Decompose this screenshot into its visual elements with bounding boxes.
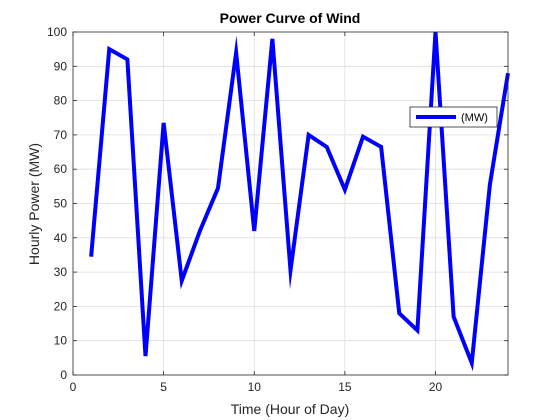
series-layer bbox=[89, 31, 510, 372]
y-tick-label: 40 bbox=[54, 231, 68, 245]
x-tick-labels: 0 5 10 15 20 bbox=[70, 380, 443, 394]
x-axis-label: Time (Hour of Day) bbox=[231, 401, 350, 417]
x-tick-label: 5 bbox=[160, 380, 167, 394]
y-axis-label: Hourly Power (MW) bbox=[26, 143, 42, 265]
x-tick-label: 0 bbox=[70, 380, 77, 394]
tick-marks bbox=[72, 31, 508, 376]
y-tick-label: 80 bbox=[54, 94, 68, 108]
y-tick-label: 100 bbox=[47, 25, 67, 39]
y-tick-label: 10 bbox=[54, 334, 68, 348]
y-tick-label: 50 bbox=[54, 197, 68, 211]
y-tick-label: 90 bbox=[54, 59, 68, 73]
x-tick-label: 15 bbox=[338, 380, 352, 394]
y-tick-label: 20 bbox=[54, 299, 68, 313]
legend-label: (MW) bbox=[461, 112, 488, 124]
x-tick-label: 10 bbox=[248, 380, 262, 394]
y-tick-label: 70 bbox=[54, 128, 68, 142]
x-tick-label: 20 bbox=[429, 380, 443, 394]
legend: (MW) bbox=[409, 106, 498, 128]
y-tick-label: 0 bbox=[60, 368, 67, 382]
chart-title: Power Curve of Wind bbox=[220, 10, 361, 26]
series-line bbox=[89, 31, 510, 372]
y-tick-labels: 0 10 20 30 40 50 60 70 80 90 100 bbox=[47, 25, 67, 382]
y-tick-label: 60 bbox=[54, 162, 68, 176]
y-tick-label: 30 bbox=[54, 265, 68, 279]
